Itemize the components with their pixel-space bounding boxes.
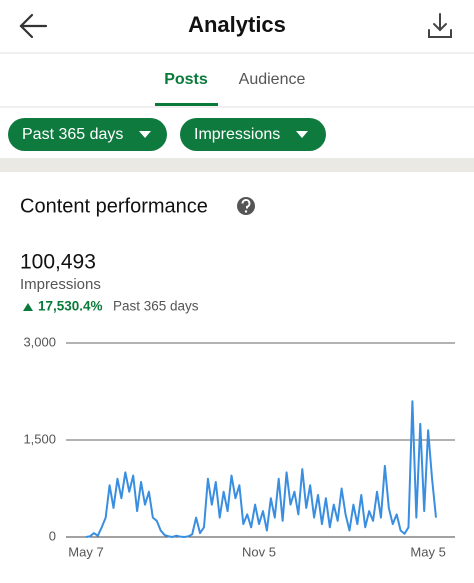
back-button[interactable] xyxy=(19,13,48,39)
y-tick-label: 0 xyxy=(49,528,56,543)
section-separator xyxy=(0,158,474,172)
x-tick-label: Nov 5 xyxy=(242,544,276,559)
tab[interactable]: Audience xyxy=(239,71,306,88)
page-title: Analytics xyxy=(188,12,286,37)
x-tick-label: May 7 xyxy=(68,544,103,559)
tab-indicator xyxy=(155,103,218,106)
filter-label: Impressions xyxy=(194,126,280,143)
change-period: Past 365 days xyxy=(113,299,199,314)
total-value: 100,493 xyxy=(20,251,96,274)
y-tick-label: 3,000 xyxy=(23,334,56,349)
line-series xyxy=(85,400,437,538)
help-icon[interactable] xyxy=(237,197,255,215)
section-title: Content performance xyxy=(20,195,208,217)
tab[interactable]: Posts xyxy=(164,71,208,88)
x-tick-label: May 5 xyxy=(410,544,445,559)
download-button[interactable] xyxy=(428,13,452,38)
y-tick-label: 1,500 xyxy=(23,431,56,446)
filter-label: Past 365 days xyxy=(22,126,123,143)
change-value: 17,530.4% xyxy=(38,299,103,314)
metric-label: Impressions xyxy=(20,276,101,293)
filter-pill[interactable]: Past 365 days xyxy=(8,118,167,151)
chart: 0 1,500 3,000 May 7 Nov 5 May 5 xyxy=(23,334,455,559)
filter-pill[interactable]: Impressions xyxy=(180,118,326,151)
up-arrow xyxy=(23,303,33,311)
